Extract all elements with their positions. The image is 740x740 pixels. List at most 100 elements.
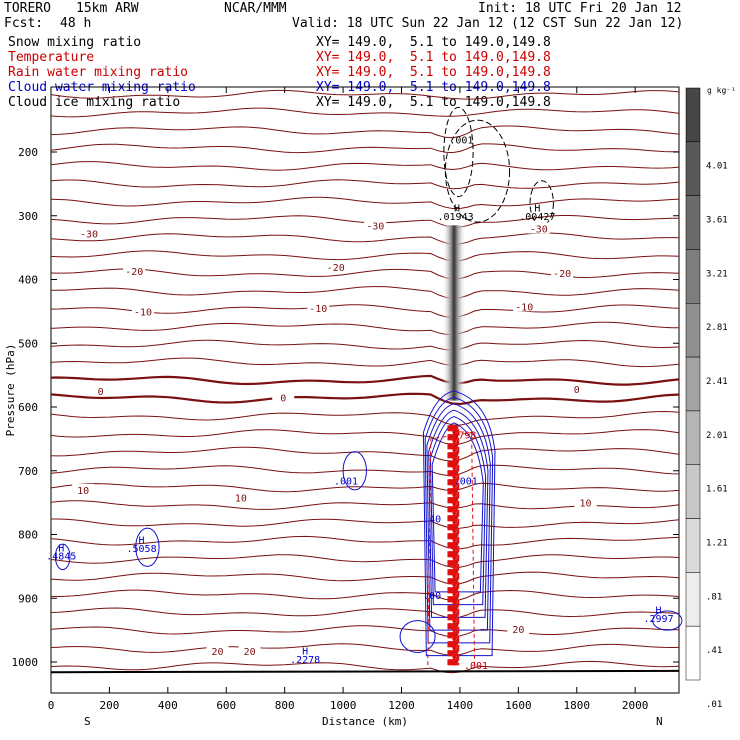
extrema-label: .01943 xyxy=(437,212,473,223)
y-tick-label: 800 xyxy=(18,529,38,542)
temperature-label-bg xyxy=(307,302,330,314)
temperature-label: -20 xyxy=(327,263,345,274)
cloud-water-contour xyxy=(342,451,367,491)
colorbar-label: 2.41 xyxy=(706,377,728,387)
colorbar-swatch xyxy=(685,249,701,304)
x-axis-title: Distance (km) xyxy=(322,715,408,728)
extrema-label: H xyxy=(534,203,540,214)
extrema-label: H xyxy=(58,543,64,554)
temperature-isotherm xyxy=(50,446,680,462)
y-tick-label: 700 xyxy=(18,465,38,478)
temperature-isotherm xyxy=(50,179,680,190)
temperature-isotherm xyxy=(50,250,680,262)
temperature-label-bg xyxy=(89,385,112,397)
temperature-label: -30 xyxy=(366,221,384,232)
x-tick-label: 1200 xyxy=(388,699,415,712)
temperature-label-bg xyxy=(565,383,588,395)
south-end-label: S xyxy=(84,715,91,728)
colorbar-swatch xyxy=(685,87,701,143)
temperature-isotherm xyxy=(50,161,680,171)
extrema-label: .001 xyxy=(454,476,478,487)
cloud-water-contour xyxy=(431,422,484,593)
axes: 0 200 400 600 800 1000 1200 1400 1600 1800 2000200… xyxy=(12,87,679,712)
field-xy-temperature: XY= 149.0, 5.1 to 149.0,149.8 xyxy=(316,50,551,65)
temperature-label-bg xyxy=(72,483,95,495)
y-tick-label: 900 xyxy=(18,592,38,605)
extrema-label: H xyxy=(139,536,145,547)
temperature-label: 10 xyxy=(580,499,592,510)
colorbar-swatch xyxy=(685,625,701,681)
extrema-label: .40 xyxy=(423,515,441,526)
temperature-label-bg xyxy=(527,222,550,234)
x-tick-label: 1000 xyxy=(330,699,357,712)
temperature-label-bg xyxy=(123,265,146,277)
colorbar-label: 1.61 xyxy=(706,485,728,495)
temperature-label: -30 xyxy=(80,230,98,241)
cloud-water-contour xyxy=(399,620,436,653)
extrema-label: .001 xyxy=(334,476,358,487)
temperature-isotherm xyxy=(51,518,680,529)
temperature-label: 0 xyxy=(98,387,104,398)
temperature-contours xyxy=(50,89,680,674)
y-tick-label: 600 xyxy=(18,401,38,414)
temperature-isotherm xyxy=(51,286,680,299)
temperature-isotherm xyxy=(50,429,680,446)
extrema-label: H xyxy=(454,203,460,214)
extrema-label: .5798 xyxy=(446,430,476,441)
x-tick-label: 0 xyxy=(48,699,55,712)
temperature-isotherm xyxy=(50,625,679,638)
temperature-label-bg xyxy=(364,219,387,231)
extrema-label: .00 xyxy=(423,591,441,602)
temperature-label-bg xyxy=(574,496,597,508)
field-name-temperature: Temperature xyxy=(8,50,95,65)
cloud-water-contour xyxy=(652,610,683,631)
temperature-isotherm xyxy=(50,607,680,619)
colorbar-label: 3.21 xyxy=(706,269,728,279)
temperature-label: 0 xyxy=(574,385,580,396)
temperature-isotherm xyxy=(50,125,680,139)
extrema-label: H xyxy=(656,606,662,617)
snow-shading xyxy=(442,225,466,401)
cloud-water-contours xyxy=(54,390,683,657)
temperature-isotherm xyxy=(50,89,680,100)
colorbar-swatch xyxy=(685,303,701,358)
cloud-water-contour xyxy=(135,527,160,567)
colorbar-swatch xyxy=(685,410,701,465)
field-name-rain: Rain water mixing ratio xyxy=(8,65,189,80)
cloud-water-contour xyxy=(54,543,71,571)
cloud-water-contour xyxy=(428,409,489,618)
temperature-isotherm xyxy=(50,304,680,318)
temperature-label: -20 xyxy=(553,269,571,280)
colorbar-swatch xyxy=(685,518,701,573)
temperature-isotherm xyxy=(50,643,680,657)
temperature-label: 20 xyxy=(244,647,256,658)
temperature-isotherm xyxy=(50,660,680,674)
temperature-isotherm xyxy=(50,339,680,351)
temperature-isotherm xyxy=(50,554,680,568)
y-tick-label: 500 xyxy=(18,337,38,350)
temperature-label-bg xyxy=(324,260,347,272)
temperature-label-bg xyxy=(272,391,295,403)
x-tick-label: 1400 xyxy=(447,699,474,712)
temperature-isotherm xyxy=(50,107,680,118)
colorbar: 4.01 3.61 3.21 2.81 2.41 2.01 1.61 1.21 .81 .41 .0… xyxy=(685,87,728,710)
rain-water-contours xyxy=(427,425,476,666)
temperature-label-bg xyxy=(551,267,574,279)
temperature-label: -30 xyxy=(530,225,548,236)
field-xy-rain: XY= 149.0, 5.1 to 149.0,149.8 xyxy=(316,65,551,80)
cloud-water-contour xyxy=(422,390,496,657)
header-valid: Valid: 18 UTC Sun 22 Jan 12 (12 CST Sun … xyxy=(292,16,684,31)
colorbar-label: 2.01 xyxy=(706,431,728,441)
temperature-label: 10 xyxy=(77,486,89,497)
temperature-label-bg xyxy=(229,491,252,503)
rain-water-contour xyxy=(452,425,457,666)
y-tick-label: 200 xyxy=(18,146,38,159)
colorbar-label: 3.61 xyxy=(706,216,728,226)
colorbar-label: 4.01 xyxy=(706,162,728,172)
temperature-label-bg xyxy=(238,645,261,657)
extrema-label: .001 xyxy=(449,135,473,146)
temperature-isotherm xyxy=(50,410,680,426)
rain-water-contour xyxy=(427,431,476,666)
colorbar-swatch xyxy=(685,356,701,412)
extrema-label: .2278 xyxy=(290,655,320,666)
